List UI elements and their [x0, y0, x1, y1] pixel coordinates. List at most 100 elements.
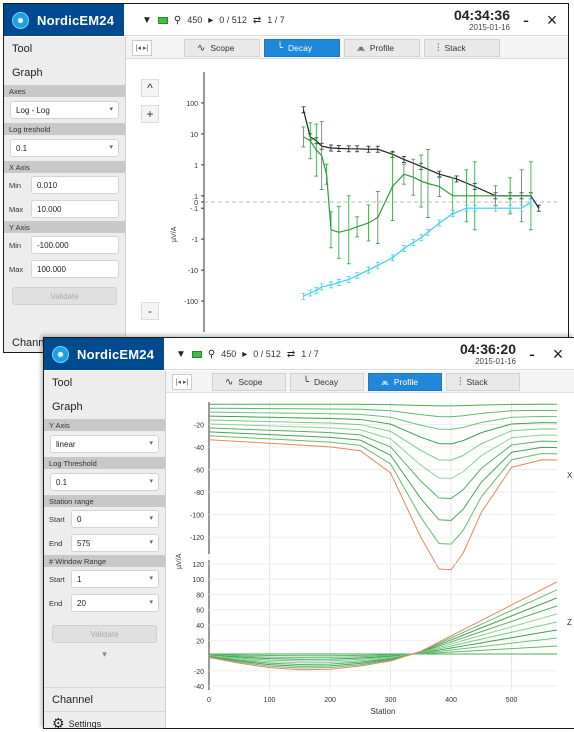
- y-tick-label: -20: [194, 669, 204, 676]
- log-threshold-header: Log treshold: [4, 123, 125, 135]
- y-tick-label: 10: [190, 132, 198, 139]
- play-icon: ▸: [242, 348, 248, 360]
- sidebar-item-settings[interactable]: ⚙ Settings: [44, 711, 165, 728]
- play-icon: ▸: [208, 14, 214, 26]
- y-scale-select[interactable]: linear ▾: [50, 435, 159, 453]
- minimize-button[interactable]: -: [529, 343, 535, 364]
- axes-select[interactable]: Log - Log ▾: [10, 101, 119, 119]
- close-button[interactable]: ×: [552, 343, 564, 364]
- tab-stack[interactable]: ⫶ Stack: [424, 39, 500, 57]
- station-end-value: 575: [77, 538, 91, 548]
- y-tick-label: .1: [192, 194, 198, 201]
- tab-profile[interactable]: ⩕ Profile: [344, 39, 420, 57]
- profile-series-line: [208, 411, 558, 430]
- y-tick-label: 0: [194, 200, 198, 207]
- tab-profile[interactable]: ⩕ Profile: [368, 373, 442, 391]
- log-threshold-value: 0.1: [16, 143, 28, 153]
- x-max-label: Max: [9, 204, 24, 214]
- y-axis-header: Y Axis: [4, 221, 125, 233]
- profile-chart: 0 100 200 300 400 500 Station µV/A -20 -40 -60 -80 -…: [176, 402, 573, 716]
- y-tick-label: -.1: [190, 206, 198, 213]
- app-name: NordicEM24: [77, 346, 155, 362]
- x-tick-label: 100: [264, 697, 276, 704]
- log-threshold-select[interactable]: 0.1 ▾: [10, 139, 119, 157]
- station-start-select[interactable]: 0 ▾: [71, 510, 159, 528]
- window-end-select[interactable]: 20 ▾: [71, 594, 159, 612]
- window-start-value: 1: [77, 574, 82, 584]
- station-range-header: Station range: [44, 495, 165, 507]
- chevron-down-icon: ▾: [109, 144, 113, 151]
- station-start-label: Start: [49, 514, 65, 524]
- tab-scope[interactable]: ∿ Scope: [212, 373, 286, 391]
- x-tick-label: 500: [506, 697, 518, 704]
- y-min-field[interactable]: -100.000: [31, 236, 119, 254]
- sidebar-item-tool[interactable]: Tool: [52, 377, 73, 389]
- y-axis-label: µV/A: [171, 226, 178, 242]
- tab-decay[interactable]: ╰ Decay: [290, 373, 364, 391]
- minimize-button[interactable]: -: [523, 9, 529, 30]
- app-brand: NordicEM24: [44, 338, 164, 370]
- sidebar-item-channel[interactable]: Channel: [44, 687, 165, 711]
- tab-decay[interactable]: ╰ Decay: [264, 39, 340, 57]
- scroll-up-button[interactable]: ^: [141, 79, 159, 97]
- view-toolbar: |◂ ▸| ∿ Scope ╰ Decay ⩕ Profile ⫶ Stack: [126, 37, 568, 59]
- zoom-in-button[interactable]: +: [141, 105, 159, 123]
- app-name: NordicEM24: [37, 12, 115, 28]
- x-tick-label: 300: [385, 697, 397, 704]
- y-tick-label: 40: [196, 623, 204, 630]
- step-nav-button[interactable]: |◂ ▸|: [172, 374, 192, 390]
- x-max-field[interactable]: 10.000: [31, 200, 119, 218]
- panel-label: X: [567, 471, 573, 480]
- sidebar-item-tool[interactable]: Tool: [12, 43, 33, 55]
- window-range-header: # Window Range: [44, 555, 165, 567]
- tab-label: Profile: [369, 43, 394, 53]
- decay-icon: ╰: [303, 376, 310, 388]
- clock-time: 04:36:20: [459, 341, 516, 357]
- y-tick-label: -10: [188, 268, 198, 275]
- log-threshold-header: Log Threshold: [44, 457, 165, 469]
- sidebar-item-graph[interactable]: Graph: [12, 67, 43, 79]
- tab-scope[interactable]: ∿ Scope: [184, 39, 260, 57]
- clock: 04:36:20 2015-01-16: [459, 341, 516, 367]
- clock-date: 2015-01-16: [469, 23, 510, 32]
- y-max-label: Max: [9, 264, 24, 274]
- progress-count: 0 / 512: [253, 349, 281, 359]
- validate-button[interactable]: Validate: [12, 287, 117, 305]
- progress-count: 0 / 512: [219, 15, 247, 25]
- profile-series-line: [208, 439, 558, 571]
- close-button[interactable]: ×: [546, 9, 558, 30]
- validate-button[interactable]: Validate: [52, 625, 157, 643]
- collapse-toggle[interactable]: ▾: [102, 649, 107, 659]
- y-tick-label: 1: [194, 163, 198, 170]
- location-icon: ⚲: [173, 14, 182, 26]
- tab-label: Stack: [466, 377, 488, 387]
- sidebar-item-channel[interactable]: Chann: [12, 337, 45, 349]
- y-tick-label: -40: [194, 445, 204, 452]
- sidebar: Tool Graph Y Axis linear ▾ Log Threshold …: [44, 371, 166, 728]
- step-nav-button[interactable]: |◂ ▸|: [132, 40, 152, 56]
- title-bar: NordicEM24 ▼ ⚲ 450 ▸ 0 / 512 ⇄ 1 / 7 04:…: [44, 338, 574, 370]
- gps-count: 450: [221, 349, 237, 359]
- profile-series-line: [208, 419, 558, 461]
- profile-series-line: [208, 581, 558, 671]
- y-tick-label: -80: [194, 490, 204, 497]
- x-min-field[interactable]: 0.010: [31, 176, 119, 194]
- zoom-out-button[interactable]: -: [141, 302, 159, 320]
- y-tick-label: 60: [196, 608, 204, 615]
- profile-series-line: [208, 427, 558, 499]
- y-tick-label: 100: [192, 577, 204, 584]
- log-threshold-select[interactable]: 0.1 ▾: [50, 473, 159, 491]
- profile-series-line: [208, 407, 558, 418]
- profile-series-line: [209, 403, 558, 407]
- tab-label: Scope: [238, 377, 263, 387]
- station-start-value: 0: [77, 514, 82, 524]
- app-brand: NordicEM24: [4, 4, 124, 36]
- station-end-select[interactable]: 575 ▾: [71, 534, 159, 552]
- y-min-label: Min: [9, 240, 22, 250]
- tab-stack[interactable]: ⫶ Stack: [446, 373, 520, 391]
- window-start-select[interactable]: 1 ▾: [71, 570, 159, 588]
- sidebar-item-graph[interactable]: Graph: [52, 401, 83, 413]
- profile-icon: ⩕: [381, 376, 389, 388]
- y-max-field[interactable]: 100.000: [31, 260, 119, 278]
